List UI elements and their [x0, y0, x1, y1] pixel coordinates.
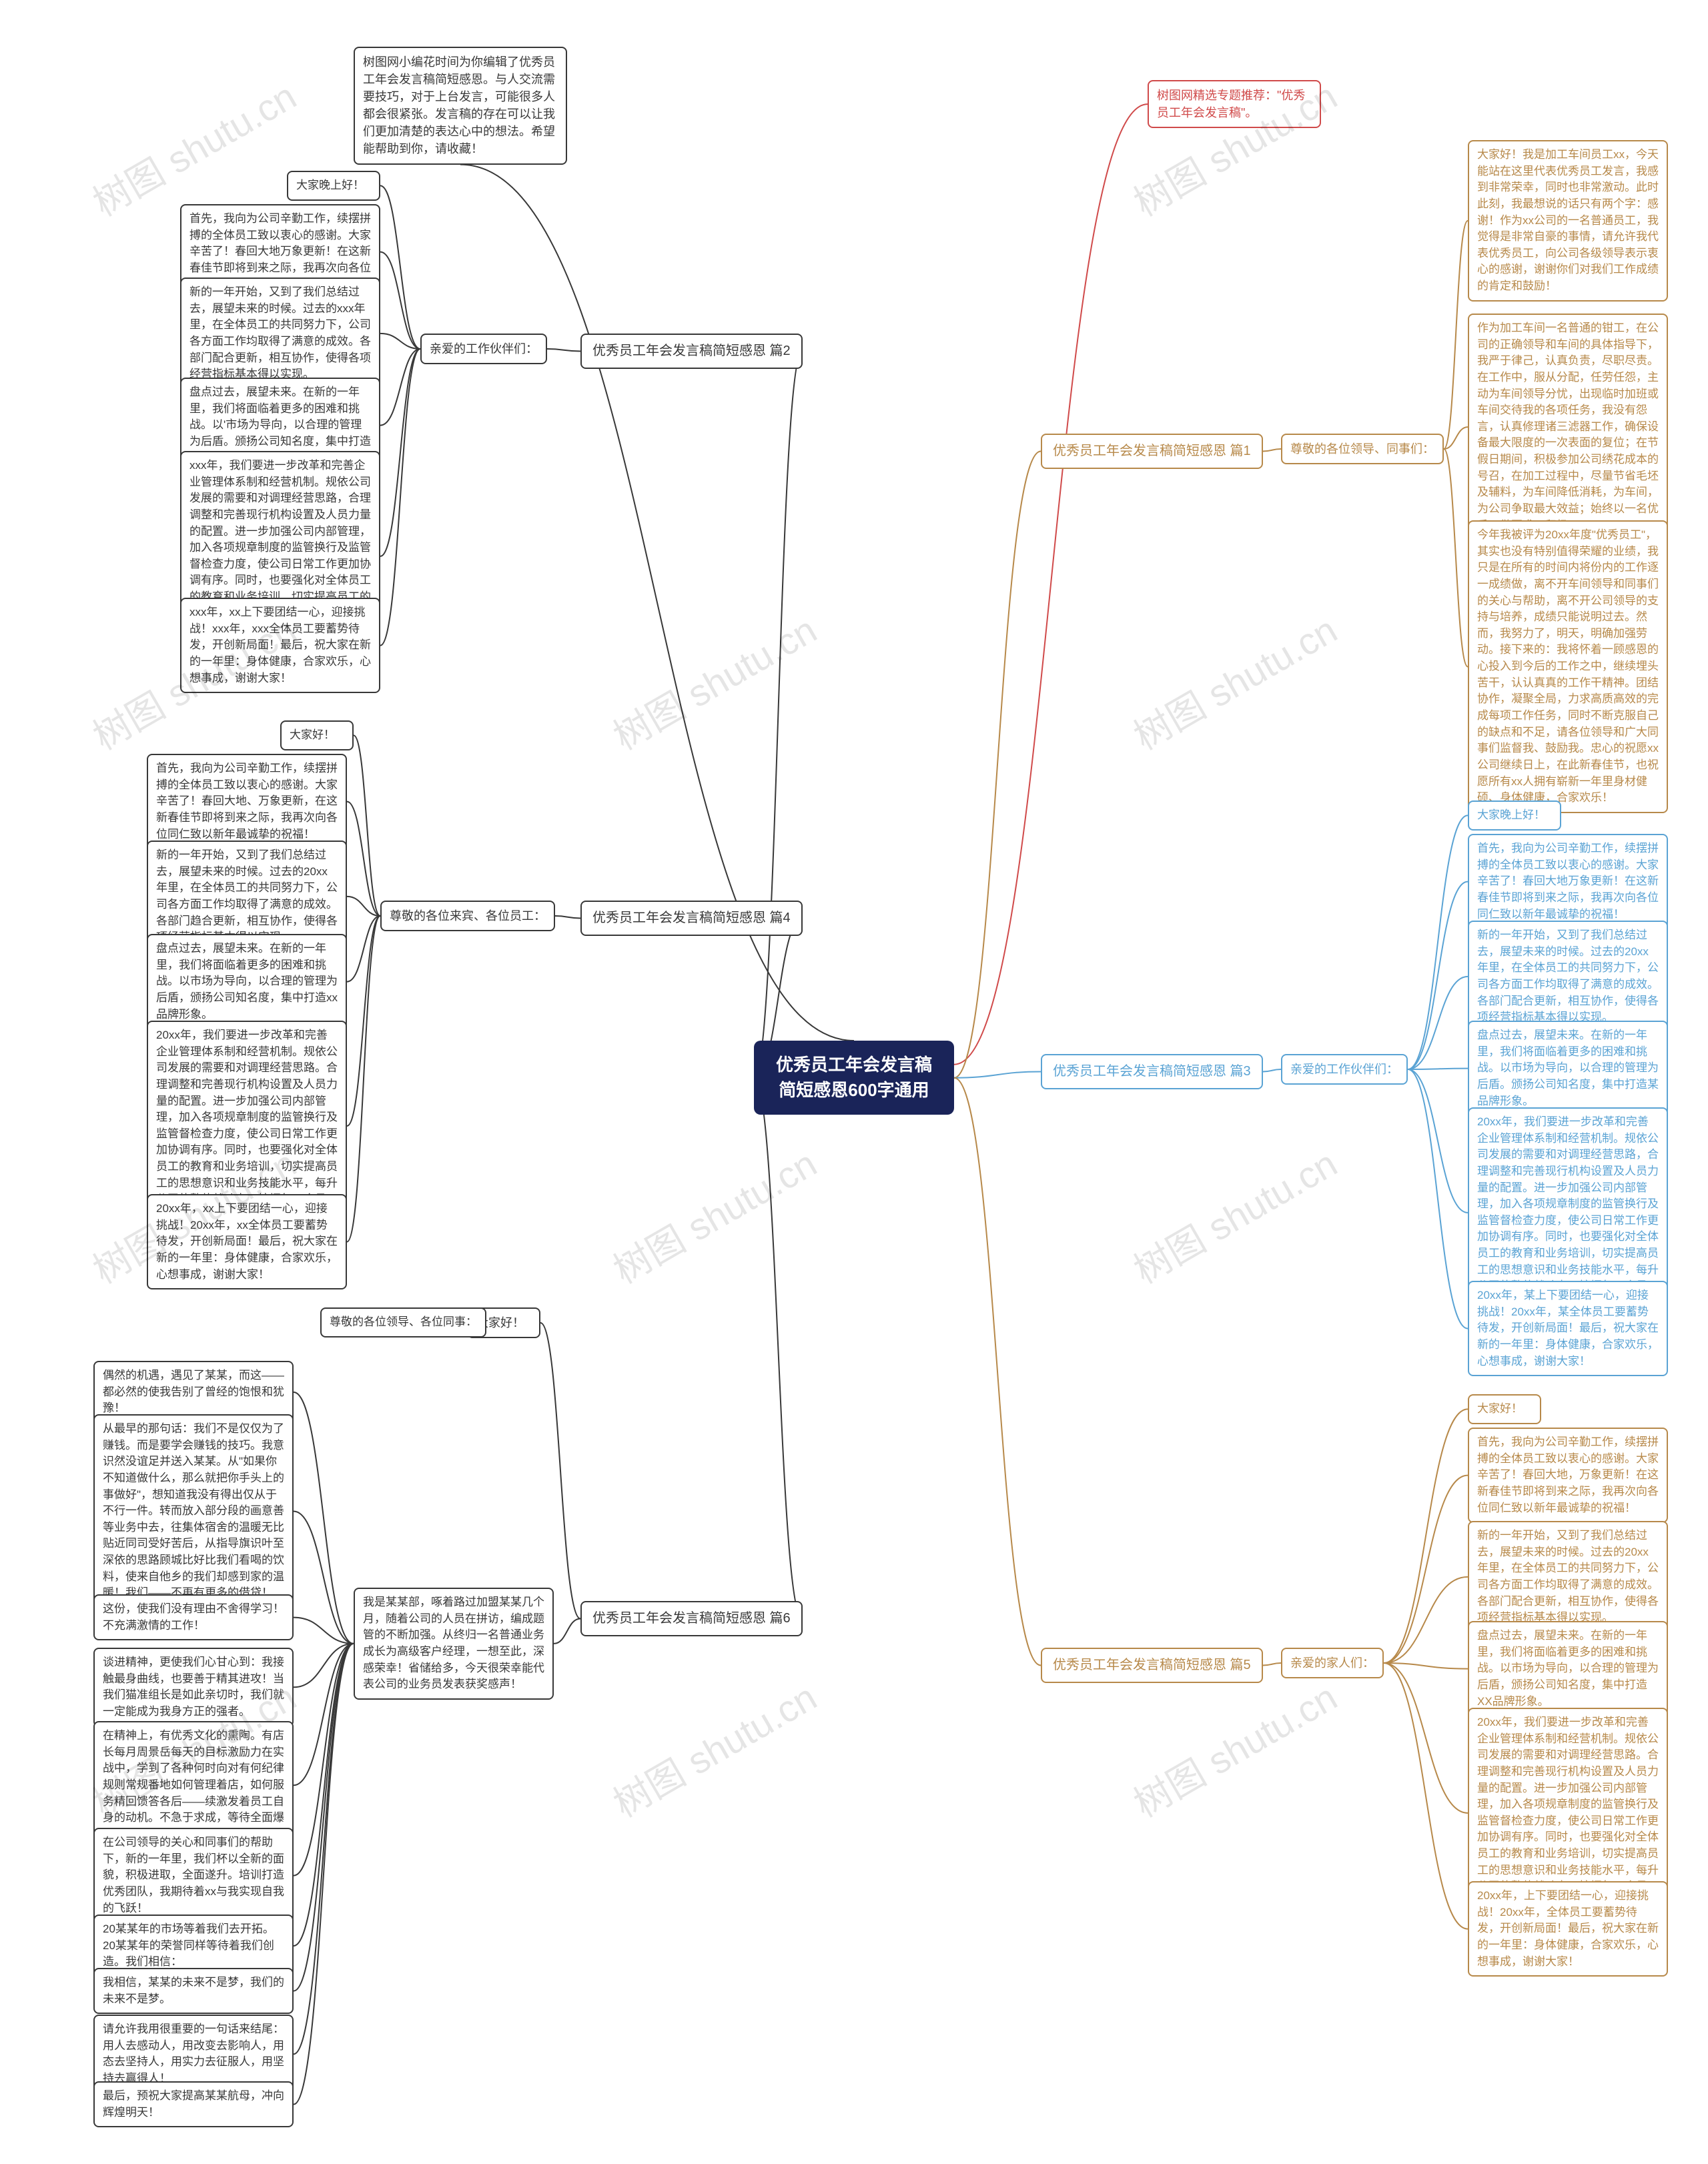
branch-5-leaf-0: 大家好！: [1468, 1394, 1541, 1424]
branch-6-sub-top2: 尊敬的各位领导、各位同事：: [320, 1307, 486, 1337]
branch-2: 优秀员工年会发言稿简短感恩 篇2: [580, 334, 803, 369]
watermark: 树图 shutu.cn: [81, 67, 304, 227]
branch-4: 优秀员工年会发言稿简短感恩 篇4: [580, 901, 803, 936]
watermark: 树图 shutu.cn: [602, 1668, 825, 1828]
branch-1-leaf-0: 大家好！我是加工车间员工xx，今天能站在这里代表优秀员工发言，我感到非常荣幸，同…: [1468, 140, 1668, 302]
branch-5: 优秀员工年会发言稿简短感恩 篇5: [1041, 1648, 1263, 1683]
watermark: 树图 shutu.cn: [602, 1135, 825, 1295]
branch-2-leaf-0: 大家晚上好！: [287, 171, 380, 201]
branch-3-leaf-0: 大家晚上好！: [1468, 800, 1561, 831]
branch-6-leaf-9: 最后，预祝大家提高某某航母，冲向辉煌明天！: [93, 2081, 294, 2127]
branch-5-leaf-5: 20xx年，上下要团结一心，迎接挑战！20xx年，全体员工要蓄势待发，开创新局面…: [1468, 1881, 1668, 1977]
branch-6-leaf-2: 这份，使我们没有理由不舍得学习！不充满激情的工作！: [93, 1594, 294, 1640]
branch-4-leaf-1: 首先，我向为公司辛勤工作，续摆拼搏的全体员工致以衷心的感谢。大家辛苦了！春回大地…: [147, 754, 347, 849]
watermark: 树图 shutu.cn: [1122, 601, 1345, 761]
branch-6-leaf-5: 在公司领导的关心和同事们的帮助下，新的一年里，我们杯以全新的面貌，积极进取，全面…: [93, 1828, 294, 1923]
root-node: 优秀员工年会发言稿简短感恩600字通用: [754, 1041, 954, 1115]
branch-2-leaf-2: 新的一年开始，又到了我们总结过去，展望未来的时候。过去的xxx年里，在全体员工的…: [180, 278, 380, 390]
branch-3-sub: 亲爱的工作伙伴们：: [1281, 1054, 1408, 1085]
branch-2-sub: 亲爱的工作伙伴们：: [420, 334, 547, 364]
branch-3: 优秀员工年会发言稿简短感恩 篇3: [1041, 1054, 1263, 1089]
branch-6-leaf-3: 谈进精神，更使我们心甘心到：我接触最身曲线，也要善于精其进攻！当我们猫准组长是如…: [93, 1648, 294, 1727]
branch-5-leaf-3: 盘点过去，展望未来。在新的一年里，我们将面临着更多的困难和挑战。以市场为导向，以…: [1468, 1621, 1668, 1716]
branch-6-leaf-1: 从最早的那句话：我们不是仅仅为了赚钱。而是要学会赚钱的技巧。我意识然没谊足并送入…: [93, 1414, 294, 1608]
branch-3-leaf-5: 20xx年，某上下要团结一心，迎接挑战！20xx年，某全体员工要蓄势待发，开创新…: [1468, 1281, 1668, 1376]
branch-4-leaf-5: 20xx年，xx上下要团结一心，迎接挑战！20xx年，xx全体员工要蓄势待发，开…: [147, 1194, 347, 1289]
branch-5-leaf-2: 新的一年开始，又到了我们总结过去，展望未来的时候。过去的20xx年里，在全体员工…: [1468, 1521, 1668, 1633]
intro-left: 树图网小编花时间为你编辑了优秀员工年会发言稿简短感恩。与人交流需要技巧，对于上台…: [354, 47, 567, 165]
watermark: 树图 shutu.cn: [1122, 1668, 1345, 1828]
branch-4-leaf-0: 大家好！: [280, 720, 354, 750]
branch-1-leaf-2: 今年我被评为20xx年度"优秀员工"，其实也没有特别值得荣耀的业绩，我只是在所有…: [1468, 520, 1668, 813]
branch-6: 优秀员工年会发言稿简短感恩 篇6: [580, 1601, 803, 1636]
branch-1-sub: 尊敬的各位领导、同事们：: [1281, 434, 1444, 464]
branch-4-sub: 尊敬的各位来宾、各位员工：: [380, 901, 555, 931]
branch-2-leaf-5: xxx年，xx上下要团结一心，迎接挑战！xxx年，xxx全体员工要蓄势待发，开创…: [180, 598, 380, 693]
intro-right: 树图网精选专题推荐："优秀员工年会发言稿"。: [1148, 80, 1321, 128]
branch-3-leaf-2: 新的一年开始，又到了我们总结过去，展望未来的时候。过去的20xx年里，在全体员工…: [1468, 921, 1668, 1033]
watermark: 树图 shutu.cn: [602, 601, 825, 761]
watermark: 树图 shutu.cn: [1122, 1135, 1345, 1295]
branch-5-leaf-1: 首先，我向为公司辛勤工作，续摆拼搏的全体员工致以衷心的感谢。大家辛苦了！春回大地…: [1468, 1428, 1668, 1523]
branch-5-sub: 亲爱的家人们：: [1281, 1648, 1384, 1678]
branch-6-sub-bottom: 我是某某部，啄着路过加盟某某几个月，随着公司的人员在拼访，编成题管的不断加强。从…: [354, 1588, 554, 1700]
branch-6-leaf-7: 我相信，某某的未来不是梦，我们的未来不是梦。: [93, 1968, 294, 2014]
branch-4-leaf-3: 盘点过去，展望未来。在新的一年里，我们将面临着更多的困难和挑战。以市场为导向，以…: [147, 934, 347, 1029]
branch-3-leaf-3: 盘点过去，展望未来。在新的一年里，我们将面临着更多的困难和挑战。以市场为导向，以…: [1468, 1021, 1668, 1116]
branch-1: 优秀员工年会发言稿简短感恩 篇1: [1041, 434, 1263, 469]
branch-1-leaf-1: 作为加工车间一名普通的钳工，在公司的正确领导和车间的具体指导下，我严于律己，认真…: [1468, 314, 1668, 540]
branch-3-leaf-1: 首先，我向为公司辛勤工作，续摆拼搏的全体员工致以衷心的感谢。大家辛苦了！春回大地…: [1468, 834, 1668, 929]
